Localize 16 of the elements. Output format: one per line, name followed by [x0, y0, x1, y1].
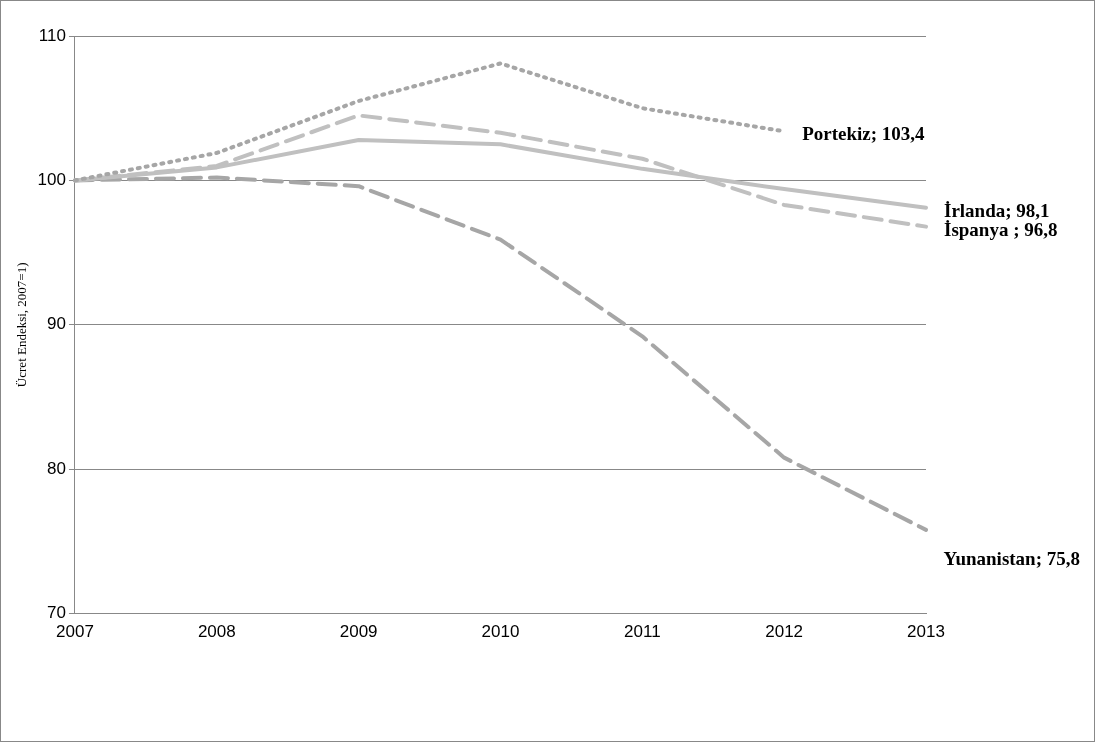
y-tick-label: 80: [47, 458, 66, 478]
y-tick-label: 70: [47, 603, 66, 623]
x-tick-label: 2008: [197, 622, 236, 642]
x-tick-label: 2011: [624, 622, 661, 642]
y-tick-label: 100: [37, 170, 66, 190]
x-tick-label: 2010: [481, 622, 520, 642]
x-tick-label: 2013: [907, 622, 945, 642]
y-tick-label: 110: [38, 25, 66, 45]
annotation: Yunanistan; 75,8: [943, 547, 1080, 569]
x-tick-label: 2007: [56, 622, 94, 642]
x-tick-label: 2012: [765, 622, 804, 642]
y-axis-title: Ücret Endeksi, 2007=1): [14, 262, 30, 388]
x-tick-label: 2009: [339, 622, 378, 642]
annotation: Portekiz; 103,4: [802, 123, 926, 145]
y-tick-label: 90: [47, 314, 66, 334]
annotation: İrlanda; 98,1: [944, 199, 1050, 221]
